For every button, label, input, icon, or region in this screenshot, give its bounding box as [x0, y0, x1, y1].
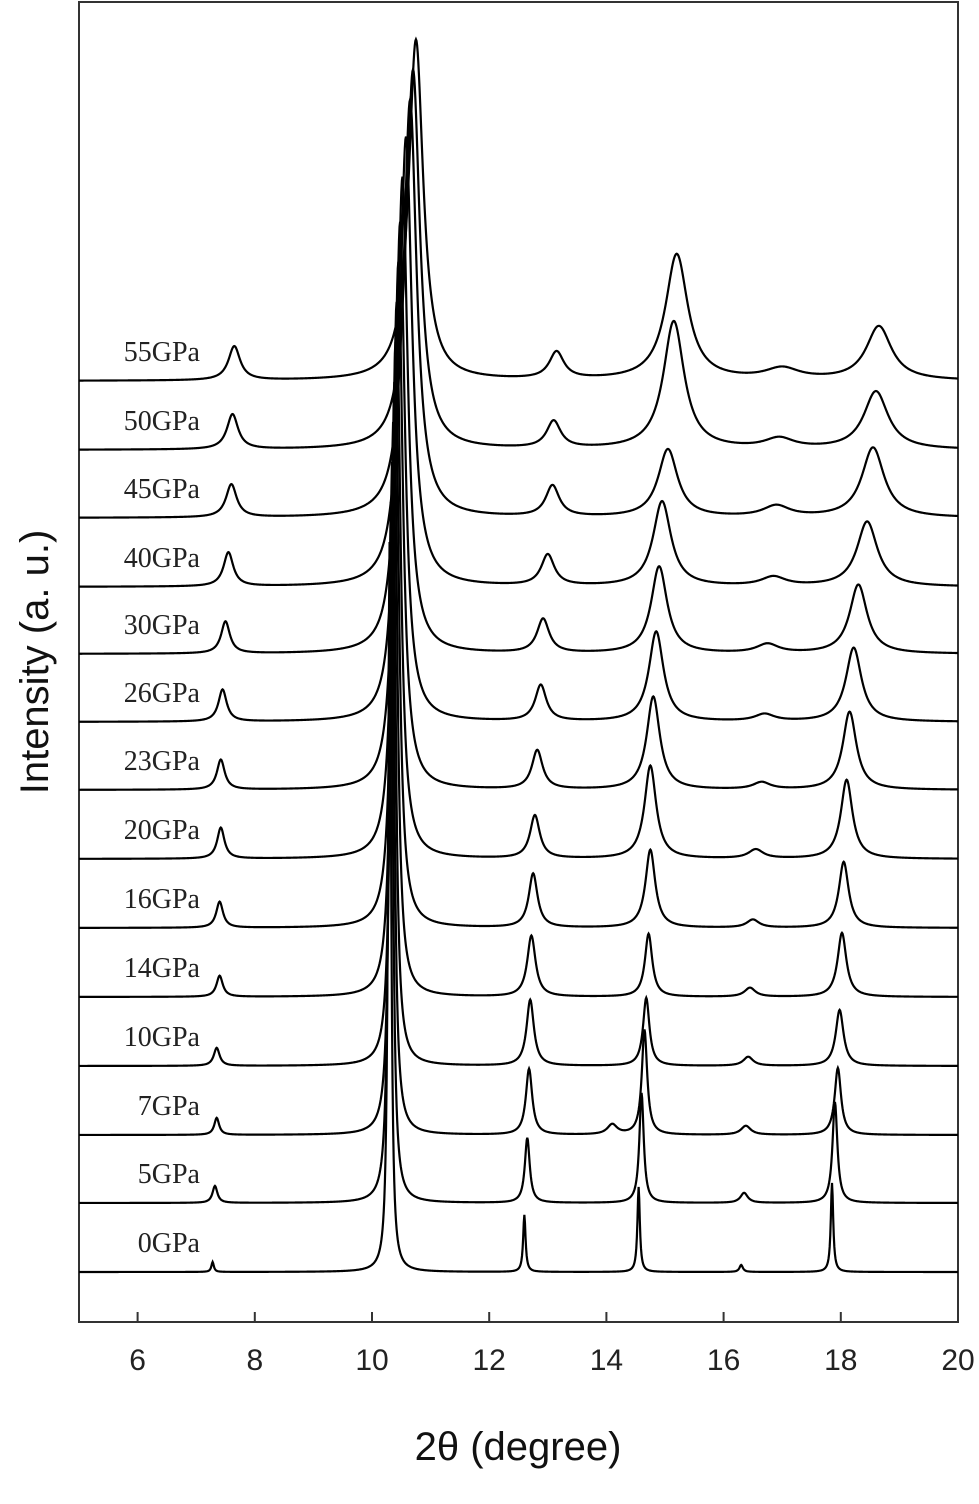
series-label: 14GPa [124, 953, 201, 984]
series-label: 20GPa [124, 815, 201, 846]
spectrum-line [79, 341, 958, 929]
spectrum-line [79, 461, 958, 1137]
x-tick-label: 20 [941, 1344, 974, 1377]
spectrum-line [79, 221, 958, 723]
spectrum-line [79, 301, 958, 860]
curves [79, 36, 958, 1274]
y-axis-title: Intensity (a. u.) [13, 530, 57, 795]
x-tick-label: 12 [473, 1344, 506, 1377]
spectrum-line [79, 95, 958, 519]
x-tick-label: 18 [824, 1344, 857, 1377]
spectrum-line [79, 541, 958, 1274]
x-tick-label: 6 [129, 1344, 146, 1377]
series-label: 30GPa [124, 610, 201, 641]
spectrum-line [79, 65, 958, 451]
x-tick-label: 10 [355, 1344, 388, 1377]
series-label: 40GPa [124, 543, 201, 574]
series-label: 5GPa [138, 1159, 201, 1190]
series-label: 50GPa [124, 406, 201, 437]
x-tick-label: 14 [590, 1344, 623, 1377]
spectrum-line [79, 36, 958, 382]
spectrum-line [79, 421, 958, 1068]
series-label: 7GPa [138, 1091, 201, 1122]
plot-frame [78, 1, 959, 1323]
series-label: 23GPa [124, 746, 201, 777]
spectrum-line [79, 501, 958, 1205]
x-tick-label: 16 [707, 1344, 740, 1377]
x-tick-label: 8 [246, 1344, 263, 1377]
spectrum-line [79, 136, 958, 588]
series-label: 16GPa [124, 884, 201, 915]
series-label: 26GPa [124, 678, 201, 709]
x-axis-title: 2θ (degree) [415, 1425, 622, 1469]
series-label: 10GPa [124, 1022, 201, 1053]
series-label: 45GPa [124, 474, 201, 505]
series-label: 55GPa [124, 337, 201, 368]
spectrum-line [79, 176, 958, 655]
spectrum-line [79, 381, 958, 998]
series-label: 0GPa [138, 1228, 201, 1259]
spectrum-line [79, 261, 958, 791]
